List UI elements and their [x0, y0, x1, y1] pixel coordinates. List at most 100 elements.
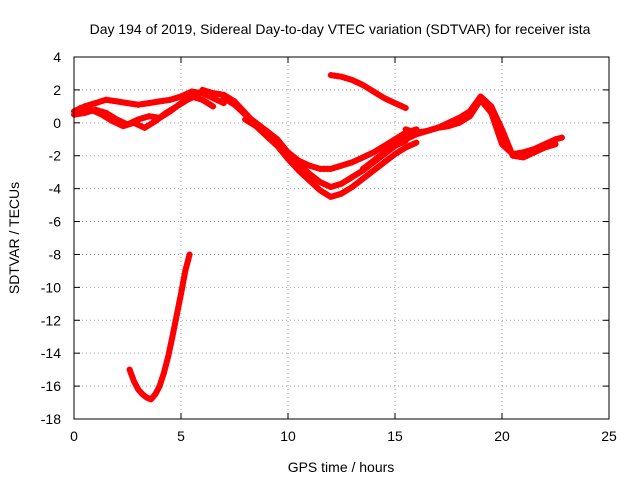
y-tick-label: -8	[49, 246, 62, 262]
data-point	[367, 151, 374, 158]
data-point	[187, 95, 194, 102]
data-point	[349, 174, 356, 181]
data-point	[452, 116, 459, 123]
data-point	[173, 103, 180, 110]
data-point	[120, 123, 127, 130]
x-tick-label: 25	[601, 428, 617, 444]
data-point	[274, 136, 281, 143]
data-point	[359, 154, 366, 161]
data-point	[174, 308, 181, 315]
y-tick-label: -16	[41, 378, 61, 394]
data-point	[173, 312, 180, 319]
data-point	[202, 98, 209, 105]
y-tick-label: 4	[53, 49, 61, 65]
data-point	[184, 96, 191, 103]
data-point	[495, 118, 502, 125]
data-point	[331, 164, 338, 171]
data-point	[388, 145, 395, 152]
data-point	[249, 120, 256, 127]
data-point	[338, 190, 345, 197]
data-point	[170, 105, 177, 112]
data-point	[552, 141, 559, 148]
data-point	[159, 374, 166, 381]
y-tick-label: 2	[53, 82, 61, 98]
data-point	[217, 98, 224, 105]
data-point	[177, 101, 184, 108]
data-point	[134, 121, 141, 128]
data-point	[182, 267, 189, 274]
data-point	[377, 92, 384, 99]
y-tick-label: -10	[41, 279, 61, 295]
data-point	[282, 152, 289, 159]
data-point	[177, 295, 184, 302]
data-point	[141, 124, 148, 131]
x-tick-label: 5	[177, 428, 185, 444]
data-point	[494, 129, 501, 136]
data-point	[166, 349, 173, 356]
data-point	[313, 176, 320, 183]
data-point	[171, 325, 178, 332]
data-point	[409, 128, 416, 135]
data-point	[399, 103, 406, 110]
data-point	[395, 148, 402, 155]
data-point	[406, 127, 413, 134]
data-point	[220, 95, 227, 102]
data-point	[395, 134, 402, 141]
data-point	[381, 159, 388, 166]
data-point	[224, 97, 231, 104]
data-point	[374, 154, 381, 161]
data-point	[349, 183, 356, 190]
data-point	[128, 370, 135, 377]
x-tick-label: 10	[280, 428, 296, 444]
data-point	[181, 271, 188, 278]
data-point	[349, 77, 356, 84]
data-point	[463, 110, 470, 117]
data-point	[352, 181, 359, 188]
data-point	[345, 176, 352, 183]
data-point	[179, 283, 186, 290]
data-point	[88, 101, 95, 108]
y-tick-label: -18	[41, 411, 61, 427]
data-point	[531, 149, 538, 156]
data-point	[349, 159, 356, 166]
data-point	[359, 81, 366, 88]
data-point	[338, 162, 345, 169]
data-point	[493, 114, 500, 121]
data-point	[183, 263, 190, 270]
data-point	[185, 255, 192, 262]
data-point	[195, 91, 202, 98]
data-point	[127, 120, 134, 127]
data-point	[445, 119, 452, 126]
data-point	[402, 144, 409, 151]
data-point	[392, 142, 398, 149]
data-point	[178, 287, 185, 294]
data-point	[102, 113, 109, 120]
data-point	[113, 119, 120, 126]
data-point	[159, 112, 166, 119]
y-tick-label: -4	[49, 181, 62, 197]
data-point	[356, 156, 363, 163]
data-point	[359, 165, 366, 172]
data-point	[345, 75, 352, 82]
data-point	[327, 183, 334, 190]
data-point	[170, 329, 177, 336]
data-point	[427, 126, 434, 133]
data-point	[338, 180, 345, 187]
data-point	[206, 101, 213, 108]
data-point	[363, 152, 370, 159]
data-point	[327, 193, 334, 200]
data-point	[370, 157, 377, 164]
data-point	[370, 149, 377, 156]
data-point	[133, 382, 140, 389]
data-point	[172, 316, 179, 323]
data-point	[191, 93, 198, 100]
data-point	[199, 86, 206, 93]
data-point	[399, 131, 406, 138]
data-point	[168, 337, 175, 344]
data-point	[555, 135, 562, 142]
data-point	[145, 122, 152, 129]
data-point	[213, 96, 220, 103]
data-point	[406, 142, 413, 149]
y-axis-label: SDTVAR / TECUs	[6, 182, 22, 294]
data-point	[363, 84, 370, 91]
